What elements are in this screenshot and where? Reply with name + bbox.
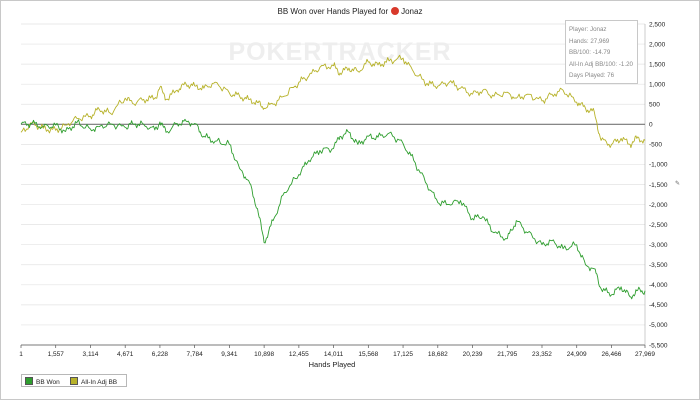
- info-hands: Hands: 27,969: [569, 37, 610, 45]
- y-tick-label: -500: [649, 142, 662, 149]
- y-tick-label: -3,500: [649, 262, 668, 269]
- x-tick-label: 15,568: [358, 351, 378, 358]
- y-tick-label: -2,000: [649, 202, 668, 209]
- legend-swatch-bb-won: [25, 377, 33, 385]
- player-info-box: Player: Jonaz Hands: 27,969 BB/100: -14.…: [565, 20, 638, 84]
- x-tick-label: 14,011: [324, 351, 344, 358]
- x-tick-label: 24,909: [567, 351, 587, 358]
- chart-title-prefix: BB Won over Hands Played for: [277, 7, 389, 16]
- legend-label-bb-won: BB Won: [36, 379, 60, 386]
- info-player: Player: Jonaz: [569, 26, 607, 33]
- x-tick-label: 18,682: [428, 351, 448, 358]
- x-tick-label: 17,125: [393, 351, 413, 358]
- y-tick-label: -4,000: [649, 282, 668, 289]
- info-bb100: BB/100: -14.79: [569, 49, 611, 57]
- settings-icon[interactable]: ✎: [675, 181, 681, 187]
- x-tick-label: 20,239: [463, 351, 483, 358]
- y-tick-label: -5,000: [649, 322, 668, 329]
- chart-title: BB Won over Hands Played for Jonaz: [0, 7, 700, 16]
- y-tick-label: -1,000: [649, 162, 668, 169]
- y-tick-label: 1,000: [649, 81, 666, 88]
- legend-item-bb-won[interactable]: BB Won: [25, 377, 60, 386]
- x-tick-label: 21,795: [497, 351, 517, 358]
- legend-item-allin-adj-bb[interactable]: All-In Adj BB: [70, 377, 118, 386]
- grid: [21, 23, 645, 346]
- y-tick-label: 2,500: [649, 21, 666, 28]
- x-tick-label: 12,455: [289, 351, 309, 358]
- x-tick-label: 6,228: [152, 351, 169, 358]
- x-tick-label: 23,352: [532, 351, 552, 358]
- chart-title-player: Jonaz: [401, 7, 423, 16]
- legend-label-allin-adj-bb: All-In Adj BB: [81, 379, 118, 386]
- series-line-bb-won: [20, 118, 646, 300]
- series-line-allin-adj-bb: [20, 54, 646, 149]
- y-tick-label: 500: [649, 102, 660, 109]
- x-tick-label: 1,557: [48, 351, 65, 358]
- series-layer: [20, 54, 646, 300]
- x-tick-label: 10,898: [254, 351, 274, 358]
- x-tick-label: 9,341: [221, 351, 238, 358]
- info-days-played: Days Played: 76: [569, 72, 615, 80]
- legend: BB Won All-In Adj BB: [21, 374, 127, 387]
- y-tick-label: -4,500: [649, 302, 668, 309]
- watermark: POKERTRACKER: [228, 38, 451, 66]
- x-tick-label: 7,784: [187, 351, 204, 358]
- info-allin-bb100: All-In Adj BB/100: -1.20: [569, 60, 633, 68]
- y-tick-label: -5,500: [649, 342, 668, 349]
- x-tick-label: 27,969: [635, 351, 655, 358]
- x-tick-label: 26,466: [602, 351, 622, 358]
- y-tick-label: -3,000: [649, 242, 668, 249]
- axes: 2,500 2,000 1,500 1,000 500 0 -500 -1,000 -1,500…: [19, 21, 668, 358]
- poker-chip-icon: [391, 7, 400, 15]
- y-tick-label: -2,500: [649, 222, 668, 229]
- y-tick-label: 1,500: [649, 61, 666, 68]
- x-tick-label: 3,114: [83, 351, 99, 358]
- x-tick-label: 1: [19, 351, 23, 358]
- y-tick-label: 2,000: [649, 41, 666, 48]
- x-tick-label: 4,671: [117, 351, 134, 358]
- y-tick-label: -1,500: [649, 182, 668, 189]
- legend-swatch-allin-adj-bb: [70, 377, 78, 385]
- y-tick-label: 0: [649, 122, 653, 129]
- x-axis-title: Hands Played: [309, 360, 356, 369]
